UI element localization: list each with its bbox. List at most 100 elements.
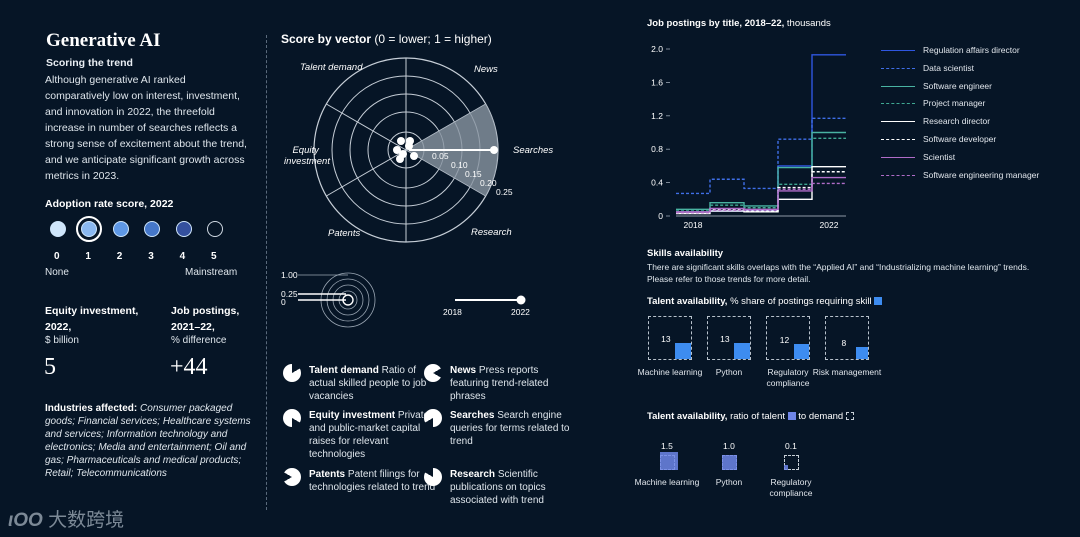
radar-title-bold: Score by vector <box>281 32 372 46</box>
ratio-value: 1.0 <box>723 441 735 451</box>
radar-spoke <box>405 103 486 151</box>
radar-spoke <box>405 149 486 197</box>
legend-label: Project manager <box>923 98 986 109</box>
ratio-label: Machine learning <box>634 477 700 487</box>
vector-legend-term: Searches <box>450 410 495 421</box>
equity-label: Equity investment, 2022, <box>45 303 138 335</box>
share-bar-fill <box>734 343 750 359</box>
series-line-3 <box>676 137 846 212</box>
legend-entry: Data scientist <box>881 63 1071 75</box>
vector-legend-term: Research <box>450 469 496 480</box>
ratio-talent-swatch <box>787 412 796 420</box>
legend-entry: Regulation affairs director <box>881 45 1071 57</box>
skills-text: There are significant skills overlaps wi… <box>647 262 1030 284</box>
vector-sector-icon <box>424 364 442 382</box>
adoption-score-label: 5 <box>211 251 217 262</box>
y-tick-label: 2.0 <box>651 44 663 54</box>
jobs-label-line1: Job postings, <box>171 305 240 317</box>
series-line-7 <box>676 182 846 214</box>
adoption-circle-3 <box>144 221 161 237</box>
radar-cluster-dot <box>410 152 418 160</box>
timeline-end-dot <box>516 295 526 305</box>
ratio-talent-fill <box>721 455 737 470</box>
vector-legend-term: News <box>450 365 477 376</box>
radar-ring-label-005: 0.05 <box>432 151 449 161</box>
legend-label: Research director <box>923 116 991 127</box>
share-bar-box <box>648 316 692 360</box>
share-bar-label: Machine learning <box>637 367 703 377</box>
radar-title: Score by vector (0 = lower; 1 = higher) <box>281 32 492 46</box>
radar-searches-dot <box>490 146 498 154</box>
watermark: ιOO 大数跨境 <box>8 505 124 532</box>
scale-label-100: 1.00 <box>281 270 298 280</box>
adoption-score-label: 4 <box>179 251 186 262</box>
equity-label-line2: 2022, <box>45 321 72 333</box>
y-tick-label: 0.4 <box>651 178 663 188</box>
watermark-logo-icon: ιOO <box>8 510 43 531</box>
radar-cluster <box>393 137 418 163</box>
legend-swatch <box>881 139 915 140</box>
ratio-talent-fill <box>783 465 789 470</box>
share-title-rest: % share of postings requiring skill <box>730 296 872 307</box>
vector-legend-term: Patents <box>309 469 346 480</box>
ratio-title-bold: Talent availability, <box>647 411 728 422</box>
share-bar-box <box>707 316 751 360</box>
legend-swatch <box>881 174 915 176</box>
scale-label-0: 0 <box>281 297 286 307</box>
radar-label-talent-demand: Talent demand <box>300 62 363 73</box>
radar-label-equity-line2: investment <box>284 156 330 167</box>
job-postings-chart: 0 0.4 0.8 1.2 1.6 2.0 2018 2022 <box>651 44 846 230</box>
legend-entry: Scientist <box>881 152 1071 164</box>
radar-ring-label-020: 0.20 <box>480 178 497 188</box>
vector-legend-item: Searches Search engine queries for terms… <box>424 409 580 448</box>
legend-label: Software engineering manager <box>923 169 1040 180</box>
vector-legend-item: Equity investment Private- and public-ma… <box>283 409 439 461</box>
vector-sector-icon <box>283 409 301 427</box>
jobs-label: Job postings, 2021–22, <box>171 303 239 335</box>
radar-ring-label-025: 0.25 <box>496 187 513 197</box>
legend-label: Scientist <box>923 151 956 162</box>
adoption-score-label: 3 <box>148 251 154 262</box>
series-line-1 <box>676 117 846 195</box>
vector-legend-item: Talent demand Ratio of actual skilled pe… <box>283 364 439 403</box>
radar-label-equity-investment: Equity investment <box>284 145 330 167</box>
legend-label: Software engineer <box>923 80 992 91</box>
legend-swatch <box>881 156 915 158</box>
legend-entry: Software developer <box>881 134 1071 146</box>
vector-legend-desc: Ratio of actual skilled people to job va… <box>309 365 427 402</box>
adoption-heading: Adoption rate score, 2022 <box>45 198 174 210</box>
ratio-label: Regulatory compliance <box>769 477 813 498</box>
jobs-label-line2: 2021–22, <box>171 321 215 333</box>
legend-label: Regulation affairs director <box>923 45 1020 55</box>
radar-label-searches: Searches <box>513 145 553 156</box>
watermark-text: 大数跨境 <box>48 510 125 531</box>
radar-cluster-dot <box>396 155 404 163</box>
vector-legend-desc: Scientific publications on topics associ… <box>450 469 546 506</box>
vector-legend-item: News Press reports featuring trend-relat… <box>424 364 580 403</box>
legend-label: Data scientist <box>923 62 975 73</box>
scoring-heading: Scoring the trend <box>46 57 133 69</box>
adoption-circle-0 <box>50 221 66 237</box>
share-bar-value: 8 <box>841 337 847 348</box>
x-tick-label: 2022 <box>820 220 839 230</box>
share-title: Talent availability, % share of postings… <box>647 296 883 307</box>
ratio-label: Python <box>715 477 743 487</box>
vector-legend-desc: Private- and public-market capital raise… <box>309 410 433 460</box>
share-bar-value: 12 <box>779 334 790 345</box>
radar-label-patents: Patents <box>328 228 360 239</box>
ratio-value: 1.5 <box>661 441 673 451</box>
y-tick-label: 0 <box>658 211 663 221</box>
adoption-circle-4 <box>175 221 192 237</box>
scoring-text: Although generative AI ranked comparativ… <box>45 74 247 182</box>
equity-label-line1: Equity investment, <box>45 305 139 317</box>
adoption-score-label: 0 <box>54 251 60 262</box>
legend-label: Software developer <box>923 134 997 144</box>
legend-entry: Research director <box>881 116 1071 128</box>
share-bar-fill <box>675 343 691 359</box>
ratio-value: 0.1 <box>785 441 797 451</box>
share-legend-swatch <box>874 297 883 305</box>
left-divider <box>266 35 267 510</box>
timeline-start-label: 2018 <box>443 307 462 317</box>
legend-swatch <box>881 103 915 105</box>
adoption-score-label: 1 <box>85 251 91 262</box>
